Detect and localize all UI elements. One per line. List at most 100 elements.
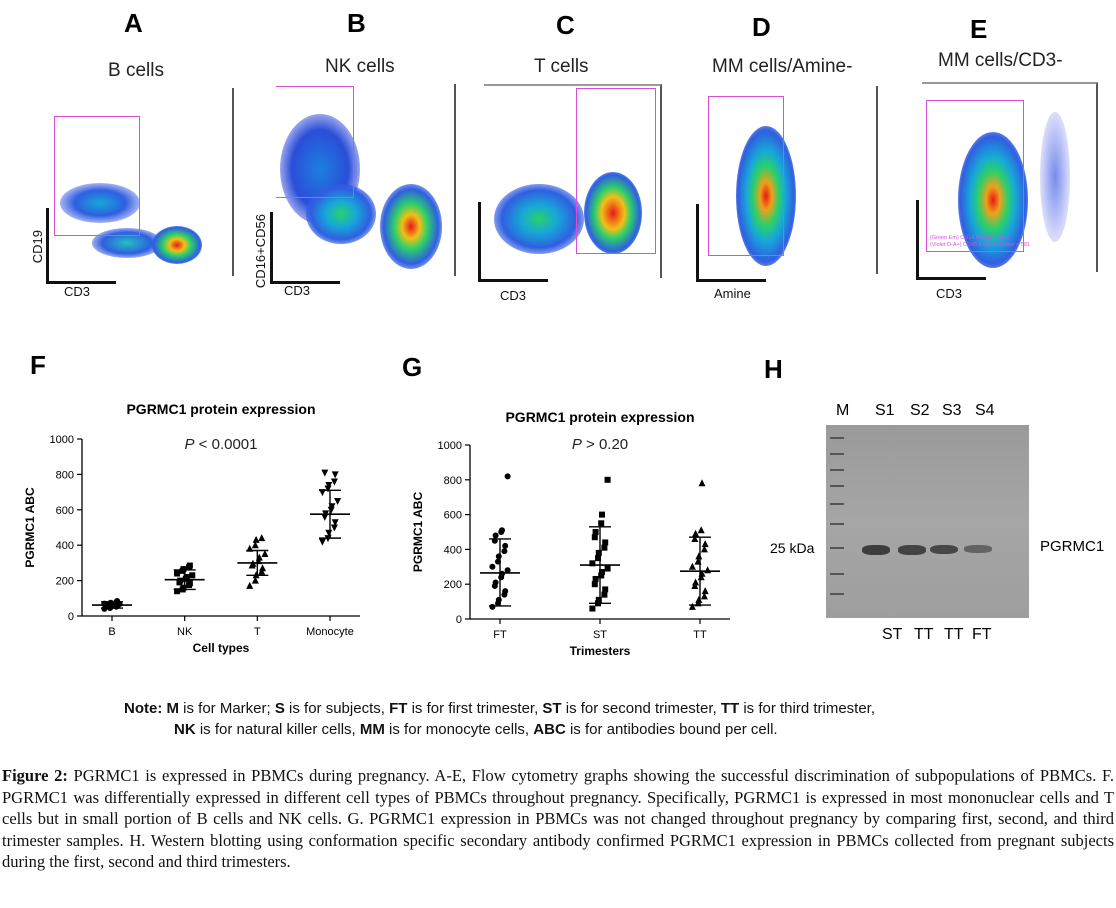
chart-f-ytick-label-4: 800 <box>56 469 74 481</box>
chart-g-point-TT-14 <box>701 540 709 548</box>
panel-e-legend: (Green Em) CD14 Median = 572 (Violet D-A… <box>930 235 1030 249</box>
chart-g-p-annotation: P > 0.20 <box>572 436 628 453</box>
bottom-label-2: TT <box>914 626 934 643</box>
chart-f-point-Monocyte-0 <box>318 538 326 546</box>
chart-g-ylabel: PGRMC1 ABC <box>411 492 425 573</box>
chart-g-point-ST-3 <box>601 591 608 598</box>
chart-g-point-FT-4 <box>502 588 509 595</box>
chart-f-point-T-12 <box>252 535 260 543</box>
chart-g-point-FT-19 <box>504 473 511 480</box>
chart-g-point-ST-19 <box>604 476 611 483</box>
chart-g-xlabel: Trimesters <box>570 644 631 658</box>
panel-e-legend-line2: (Violet D-A+) CD45 BV605 Median = 581 <box>930 242 1031 248</box>
western-band-s4 <box>964 545 992 553</box>
chart-f-point-B-14 <box>114 597 121 604</box>
flow-plot-c <box>478 84 662 282</box>
chart-g-point-TT-10 <box>688 562 696 570</box>
panel-b-ylabel: CD16+CD56 <box>253 214 268 289</box>
chart-g-point-ST-0 <box>589 605 596 612</box>
chart-f-point-NK-4 <box>186 580 193 587</box>
chart-f-point-T-11 <box>251 541 259 549</box>
figure-caption: Figure 2: PGRMC1 is expressed in PBMCs d… <box>2 765 1114 873</box>
chart-f-point-NK-0 <box>174 588 181 595</box>
panel-b-title: NK cells <box>325 56 395 77</box>
chart-f-title: PGRMC1 protein expression <box>126 401 315 417</box>
panel-e-legend-line1: (Green Em) CD14 Median = 572 <box>930 235 1010 241</box>
panel-d-xlabel: Amine <box>714 286 751 301</box>
chart-f-p-annotation: P < 0.0001 <box>185 436 258 453</box>
chart-g-point-TT-18 <box>698 479 706 487</box>
chart-g-ytick-label-2: 400 <box>444 544 462 556</box>
chart-g-point-TT-4 <box>701 587 709 595</box>
chart-g-point-ST-4 <box>602 586 609 593</box>
caption-label: Figure 2: <box>2 766 68 785</box>
chart-f-xtick-label-0: B <box>108 626 115 638</box>
lane-label-s1: S1 <box>875 402 895 419</box>
chart-g-point-ST-7 <box>598 572 605 579</box>
panel-c-title: T cells <box>534 56 589 77</box>
note-line-1: Note: M is for Marker; S is for subjects… <box>124 698 875 719</box>
flow-plot-b <box>270 84 456 284</box>
chart-g-point-FT-9 <box>504 567 511 574</box>
note-line2-seg-2: MM <box>359 721 385 738</box>
chart-g-point-TT-3 <box>700 592 708 600</box>
caption-text: PGRMC1 is expressed in PBMCs during preg… <box>2 766 1114 871</box>
lane-label-s3: S3 <box>942 402 962 419</box>
chart-g-point-ST-6 <box>592 575 599 582</box>
chart-g-xtick-label-0: FT <box>493 629 507 641</box>
chart-f-point-T-3 <box>258 567 266 575</box>
panel-letter-b: B <box>347 8 366 38</box>
chart-f-xtick-label-2: T <box>254 626 261 638</box>
western-blot-membrane <box>826 425 1029 618</box>
chart-f-point-Monocyte-11 <box>324 485 332 493</box>
chart-g-point-ST-5 <box>591 581 598 588</box>
chart-g-ytick-label-0: 0 <box>456 614 462 626</box>
chart-g-point-FT-18 <box>499 527 505 534</box>
panel-a-ylabel: CD19 <box>30 230 45 264</box>
chart-g-point-TT-9 <box>704 566 712 574</box>
chart-f-point-NK-2 <box>180 584 187 591</box>
chart-g-point-FT-0 <box>489 603 496 610</box>
chart-g-point-ST-10 <box>589 560 596 567</box>
chart-g-point-ST-2 <box>595 596 602 603</box>
chart-g-point-FT-10 <box>489 563 496 570</box>
note-line1-seg-6: is for first trimester, <box>407 700 543 717</box>
panel-b-xlabel: CD3 <box>284 283 311 298</box>
chart-g-point-ST-11 <box>595 555 601 562</box>
marker-25kda-label: 25 kDa <box>770 540 815 556</box>
chart-f-point-Monocyte-12 <box>325 482 333 490</box>
chart-f-xtick-label-3: Monocyte <box>306 626 354 638</box>
note-line1-seg-10: is for third trimester, <box>739 700 876 717</box>
chart-f-point-Monocyte-14 <box>331 471 339 479</box>
note-line1-seg-8: is for second trimester, <box>561 700 721 717</box>
chart-f-point-Monocyte-5 <box>321 513 329 521</box>
panel-letter-f: F <box>30 350 46 380</box>
chart-f-xtick-label-1: NK <box>177 626 193 638</box>
chart-g-point-ST-9 <box>604 565 611 572</box>
chart-g-point-FT-12 <box>495 553 502 560</box>
panel-c-xlabel: CD3 <box>500 288 527 303</box>
chart-f-point-NK-10 <box>174 570 181 577</box>
chart-f-ylabel: PGRMC1 ABC <box>23 487 37 568</box>
chart-f-point-T-13 <box>258 534 266 542</box>
chart-f-point-Monocyte-3 <box>330 524 338 532</box>
chart-g-point-FT-14 <box>502 542 509 549</box>
panel-e-xlabel: CD3 <box>936 286 963 301</box>
chart-f: PGRMC1 protein expression P < 0.0001 0 200 4… <box>23 401 360 655</box>
flow-plot-d <box>696 86 878 282</box>
chart-g-ytick-label-4: 800 <box>444 475 462 487</box>
panel-letter-a: A <box>124 8 143 38</box>
panel-letter-g: G <box>402 352 423 382</box>
note-line2-seg-0: NK <box>174 721 196 738</box>
panel-letter-h: H <box>764 354 783 384</box>
bottom-label-1: ST <box>882 626 903 643</box>
note-line1-seg-2: is for Marker; <box>179 700 275 717</box>
note-line2-seg-3: is for monocyte cells, <box>384 721 534 738</box>
chart-f-point-Monocyte-9 <box>334 497 342 505</box>
chart-g-title: PGRMC1 protein expression <box>505 409 694 425</box>
chart-g-ytick-label-1: 200 <box>444 579 462 591</box>
lane-label-m: M <box>836 402 850 419</box>
chart-f-point-NK-14 <box>186 562 193 569</box>
chart-g-point-TT-15 <box>691 534 699 542</box>
western-band-s1 <box>862 545 890 555</box>
